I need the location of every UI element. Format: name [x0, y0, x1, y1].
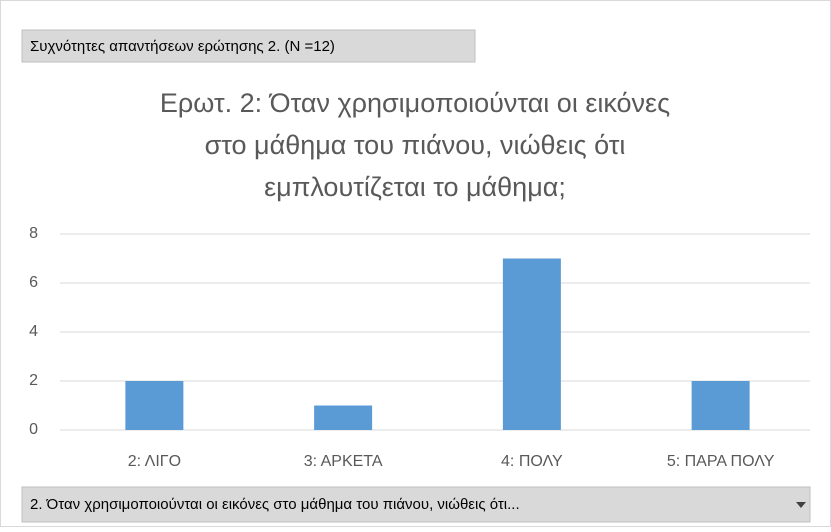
dropdown-arrow[interactable]: [796, 502, 806, 508]
y-tick-label: 8: [29, 225, 38, 242]
filter-button[interactable]: Συχνότητες απαντήσεων ερώτησης 2. (N =12…: [21, 29, 476, 63]
axis-field-button[interactable]: 2. Όταν χρησιμοποιούνται οι εικόνες στο …: [21, 486, 811, 523]
bar: [125, 381, 184, 430]
y-tick-label: 2: [29, 372, 38, 389]
bar: [691, 381, 750, 430]
y-tick-label: 6: [29, 274, 38, 291]
y-tick-label: 0: [29, 421, 38, 438]
x-tick-label: 4: ΠΟΛΥ: [501, 453, 563, 470]
x-tick-label: 3: ΑΡΚΕΤΑ: [304, 453, 383, 470]
bar: [314, 405, 373, 430]
axis-field-button-box[interactable]: [21, 486, 811, 523]
x-tick-label: 5: ΠΑΡΑ ΠΟΛΥ: [667, 453, 775, 470]
chart-title: Ερωτ. 2: Όταν χρησιμοποιούνται οι εικόνε…: [160, 88, 670, 118]
chart-title: εμπλουτίζεται το μάθημα;: [264, 172, 566, 202]
y-tick-label: 4: [29, 323, 38, 340]
axis-field-button-label[interactable]: 2. Όταν χρησιμοποιούνται οι εικόνες στο …: [30, 496, 520, 513]
x-tick-label: 2: ΛΙΓΟ: [128, 453, 181, 470]
filter-button-label[interactable]: Συχνότητες απαντήσεων ερώτησης 2. (N =12…: [30, 38, 335, 55]
chart-title: στο μάθημα του πιάνου, νιώθεις ότι: [205, 130, 626, 160]
filter-button-box[interactable]: [21, 29, 476, 63]
bar: [502, 258, 561, 430]
